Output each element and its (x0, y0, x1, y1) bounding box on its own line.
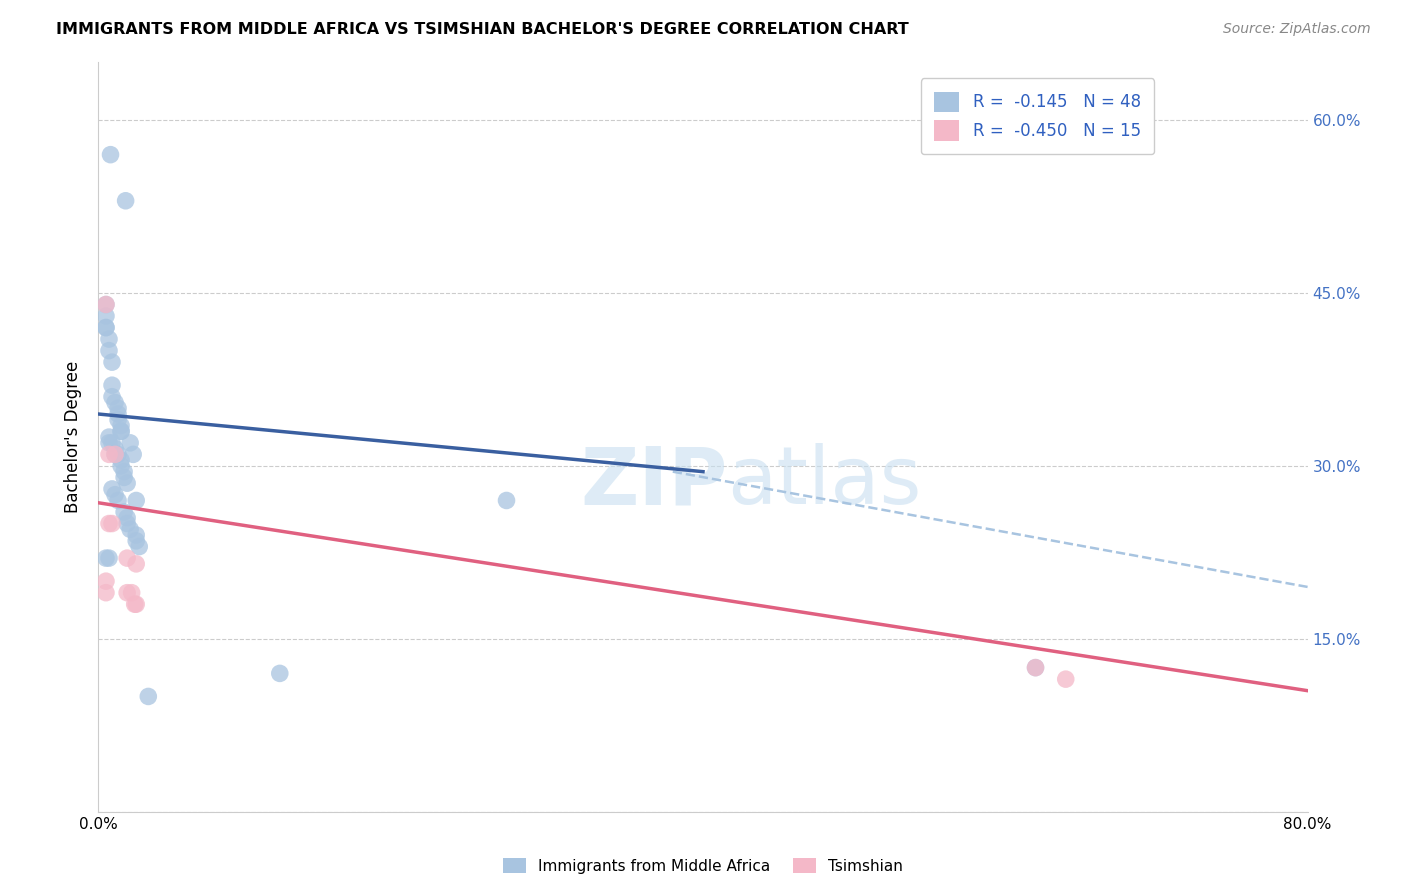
Text: atlas: atlas (727, 443, 921, 521)
Point (115, 510, 138, 524)
Point (101, 355, 124, 369)
Point (115, 585, 138, 599)
Point (495, 493, 517, 508)
Point (115, 516, 138, 531)
Point (101, 516, 124, 531)
Point (120, 435, 142, 450)
Text: Source: ZipAtlas.com: Source: ZipAtlas.com (1223, 22, 1371, 37)
Point (101, 435, 124, 450)
Point (104, 442, 127, 456)
Point (1024, 660, 1046, 674)
Point (125, 528, 148, 542)
Point (94, 551, 117, 566)
Point (125, 533, 148, 548)
Point (112, 470, 135, 484)
Point (121, 585, 143, 599)
Text: IMMIGRANTS FROM MIDDLE AFRICA VS TSIMSHIAN BACHELOR'S DEGREE CORRELATION CHART: IMMIGRANTS FROM MIDDLE AFRICA VS TSIMSHI… (56, 22, 910, 37)
Point (101, 390, 124, 404)
Point (94, 585, 117, 599)
Point (110, 418, 132, 433)
Point (98, 435, 121, 450)
Point (1024, 660, 1046, 674)
Point (101, 482, 124, 496)
Point (110, 453, 132, 467)
Point (125, 493, 148, 508)
Point (124, 597, 146, 611)
Point (128, 540, 150, 554)
Point (94, 297, 117, 311)
Point (94, 320, 117, 334)
Point (94, 320, 117, 334)
Text: ZIP: ZIP (579, 443, 727, 521)
Point (122, 447, 145, 461)
Point (94, 574, 117, 589)
Point (107, 413, 129, 427)
Point (112, 505, 135, 519)
Point (107, 407, 129, 421)
Point (107, 401, 129, 416)
Point (104, 447, 127, 461)
Point (136, 690, 159, 704)
Legend: Immigrants from Middle Africa, Tsimshian: Immigrants from Middle Africa, Tsimshian (496, 852, 910, 880)
Point (94, 309, 117, 323)
Point (101, 378, 124, 392)
Point (104, 447, 127, 461)
Point (98, 516, 121, 531)
Point (115, 476, 138, 491)
Point (125, 557, 148, 571)
Point (104, 488, 127, 502)
Point (104, 395, 127, 409)
Point (110, 425, 132, 439)
Point (98, 447, 121, 461)
Point (98, 343, 121, 358)
Point (98, 332, 121, 346)
Point (110, 425, 132, 439)
Legend: R =  -0.145   N = 48, R =  -0.450   N = 15: R = -0.145 N = 48, R = -0.450 N = 15 (921, 78, 1154, 154)
Point (115, 551, 138, 566)
Point (98, 430, 121, 444)
Point (94, 297, 117, 311)
Point (114, 194, 136, 208)
Point (107, 493, 129, 508)
Y-axis label: Bachelor's Degree: Bachelor's Degree (65, 361, 83, 513)
Point (125, 597, 148, 611)
Point (100, 147, 122, 161)
Point (269, 666, 291, 681)
Point (98, 551, 121, 566)
Point (107, 447, 129, 461)
Point (120, 522, 142, 536)
Point (110, 458, 132, 473)
Point (1054, 672, 1077, 686)
Point (112, 465, 135, 479)
